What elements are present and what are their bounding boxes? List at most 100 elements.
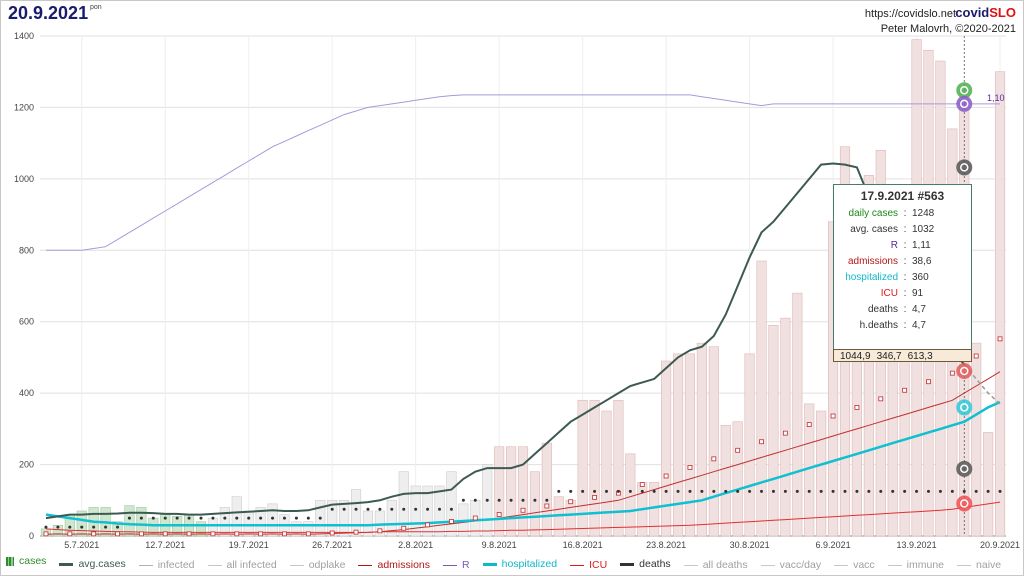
case-bar [148,517,159,537]
ring-deaths [956,460,973,477]
legend-swatch [760,564,775,566]
case-bar [994,71,1006,537]
death-dot [139,516,143,520]
admission-marker [902,387,908,393]
admission-marker [138,531,144,537]
death-dot [998,489,1002,493]
death-dot [44,525,48,529]
death-dot [211,516,215,520]
case-bar [565,499,576,537]
tooltip-row-colon: : [903,224,907,235]
legend-item-deaths[interactable]: deaths [620,558,671,570]
r-value-label: 1,10 [987,93,1005,103]
legend-item-immune[interactable]: immune [887,559,944,571]
case-bar [76,510,87,537]
case-bar [434,485,445,537]
death-dot [282,516,286,520]
admission-marker [973,353,979,359]
case-bar [720,424,731,537]
death-dot [354,507,358,511]
admission-marker [472,515,478,521]
admission-marker [329,530,335,536]
death-dot [342,507,346,511]
death-dot [235,516,239,520]
tooltip-row: hospitalized:360 [834,270,971,286]
admission-marker [425,522,430,528]
death-dot [903,489,907,493]
death-dot [187,516,191,520]
case-bar [291,521,302,537]
tooltip-row-colon: : [903,240,907,251]
death-dot [604,489,608,493]
legend-label: all infected [226,559,277,571]
case-bar [792,292,803,537]
death-dot [569,489,573,493]
death-dot [318,516,322,520]
legend-item-odplake[interactable]: odplake [289,559,345,571]
admission-marker [258,531,264,537]
ring-R-inner [960,99,969,109]
x-tick-label: 13.9.2021 [897,540,937,550]
legend-label: cases [19,555,47,567]
y-tick-label: 600 [19,317,34,327]
x-tick-label: 20.9.2021 [980,540,1020,550]
x-tick-label: 9.8.2021 [482,540,517,550]
death-dot [664,489,668,493]
legend-item-naive[interactable]: naive [957,559,1001,571]
case-bar [386,499,397,537]
legend-item-admissions[interactable]: admissions [358,559,430,571]
death-dot [151,516,155,520]
death-dot [223,516,227,520]
tooltip-footer: 1044,9 346,7 613,3 [833,349,972,362]
death-dot [461,498,465,502]
death-dot [497,498,501,502]
x-tick-label: 23.8.2021 [646,540,686,550]
case-bar [398,471,409,537]
legend-item-vacc-day[interactable]: vacc/day [760,559,822,571]
legend-item-all-deaths[interactable]: all deaths [683,559,748,571]
legend-label: avg.cases [78,558,126,570]
death-dot [259,516,263,520]
tooltip-row-label: ICU [880,288,898,299]
death-dot [80,525,84,529]
legend-item-cases[interactable]: cases [6,555,46,567]
death-dot [545,498,549,502]
tooltip-footer-value: 1044,9 [840,351,871,362]
legend-item-r[interactable]: R [443,559,470,571]
death-dot [116,525,120,529]
series-admissions [45,371,1001,535]
legend-item-all-infected[interactable]: all infected [207,559,277,571]
legend-label: vacc/day [779,559,822,571]
death-dot [771,489,775,493]
admission-marker [282,531,287,537]
legend-item-infected[interactable]: infected [138,559,195,571]
legend-label: all deaths [702,559,748,571]
legend-item-hospitalized[interactable]: hospitalized [482,558,557,570]
admission-marker [544,503,550,509]
tooltip-row-label: admissions [847,256,898,267]
legend-swatch [138,564,153,566]
admission-marker [520,507,526,513]
tooltip-row-colon: : [903,288,907,299]
death-dot [426,507,430,511]
admission-marker [639,482,645,487]
death-dot [712,489,716,493]
admission-marker [67,531,73,537]
series-ICU [45,501,1001,533]
death-dot [879,489,883,493]
tooltip-row-colon: : [903,320,907,331]
death-dot [676,489,680,493]
death-dot [378,507,382,511]
case-bar [780,317,791,537]
legend-item-icu[interactable]: ICU [570,559,607,571]
admission-marker [43,531,49,537]
legend-label: deaths [639,558,671,570]
site-url-link[interactable]: https://covidslo.net [864,8,956,20]
brand-logo[interactable]: covidSLO [955,5,1016,20]
case-bar [529,471,540,537]
legend-item-avg-cases[interactable]: avg.cases [59,558,126,570]
admission-marker [449,519,454,524]
admission-marker [949,370,955,376]
legend-item-vacc[interactable]: vacc [834,559,875,571]
case-bar [696,342,707,537]
